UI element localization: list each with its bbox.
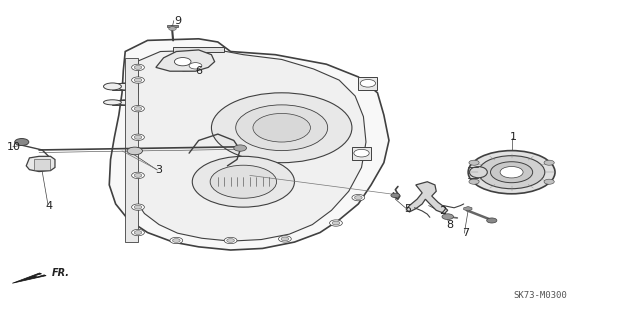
Circle shape [278,236,291,242]
Circle shape [210,165,276,198]
Polygon shape [156,50,214,71]
Circle shape [355,196,362,199]
Circle shape [134,107,142,111]
Ellipse shape [104,83,122,90]
Circle shape [486,218,497,223]
Circle shape [132,106,145,112]
Text: 5: 5 [404,204,411,214]
Text: FR.: FR. [52,268,70,278]
Circle shape [224,237,237,244]
Polygon shape [109,39,389,250]
Text: 7: 7 [462,228,469,238]
Circle shape [360,79,376,87]
Polygon shape [12,273,46,283]
Circle shape [544,179,554,184]
Circle shape [332,221,340,225]
Circle shape [134,174,142,177]
Polygon shape [167,25,178,27]
Circle shape [173,239,180,242]
Circle shape [132,204,145,210]
Text: 1: 1 [509,132,516,142]
Circle shape [134,78,142,82]
Text: 3: 3 [156,165,163,175]
Text: 2: 2 [439,206,446,216]
Circle shape [490,162,532,183]
Ellipse shape [469,167,487,178]
Circle shape [169,27,176,31]
Circle shape [132,64,145,70]
Circle shape [469,179,479,184]
Text: 10: 10 [6,142,20,152]
Ellipse shape [116,83,134,90]
Circle shape [253,114,310,142]
Circle shape [132,134,145,140]
Circle shape [170,237,182,244]
Circle shape [544,160,554,165]
Circle shape [281,237,289,241]
Circle shape [442,214,454,219]
Circle shape [236,105,328,151]
Circle shape [354,149,369,157]
Circle shape [134,65,142,69]
Circle shape [132,77,145,83]
Circle shape [127,147,143,155]
Circle shape [134,135,142,139]
Ellipse shape [104,100,122,105]
Circle shape [234,145,246,151]
Polygon shape [132,50,366,241]
Circle shape [132,229,145,236]
Circle shape [330,220,342,226]
Circle shape [500,167,523,178]
Circle shape [211,93,352,163]
Circle shape [132,172,145,179]
Polygon shape [173,47,224,51]
Text: 8: 8 [447,219,454,230]
Circle shape [15,138,29,145]
Circle shape [391,193,400,197]
Polygon shape [406,182,448,213]
Text: 6: 6 [195,66,202,76]
Polygon shape [352,147,371,160]
Circle shape [134,205,142,209]
Circle shape [352,195,365,201]
Circle shape [134,231,142,234]
Circle shape [174,57,191,66]
Circle shape [192,156,294,207]
Circle shape [469,160,479,165]
Circle shape [189,63,202,69]
Text: 9: 9 [175,16,182,26]
Polygon shape [34,159,50,170]
Polygon shape [125,58,138,242]
Text: SK73-M0300: SK73-M0300 [513,291,567,300]
Text: 4: 4 [45,201,52,211]
Ellipse shape [116,100,134,105]
Polygon shape [464,206,472,211]
Circle shape [468,151,555,194]
Polygon shape [358,77,378,90]
Circle shape [478,156,545,189]
Circle shape [227,239,234,242]
Polygon shape [26,156,55,172]
